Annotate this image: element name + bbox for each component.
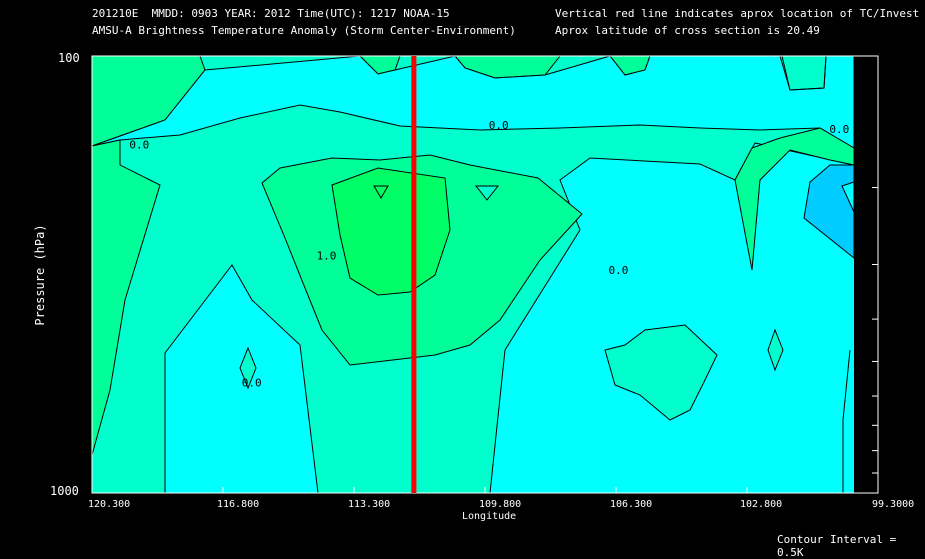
header-note-line2: Aprox latitude of cross section is 20.49 <box>555 24 820 37</box>
contour-labels: 0.0 0.0 0.0 0.0 0.0 1.0 <box>129 119 849 389</box>
contour-line-right-top <box>781 55 827 91</box>
axis-ticks <box>91 187 879 493</box>
contour-region-mint-left <box>91 139 161 456</box>
contour-label-1: 0.0 <box>129 139 149 152</box>
contour-label-4: 0.0 <box>609 264 629 277</box>
plot-right-blank <box>854 56 878 493</box>
x-tick-label-1: 120.300 <box>88 499 131 510</box>
contour-label-5: 0.0 <box>242 376 262 389</box>
contour-label-2: 0.0 <box>489 119 509 132</box>
contour-interval-note: Contour Interval = 0.5K <box>777 533 897 559</box>
header-title-line2: AMSU-A Brightness Temperature Anomaly (S… <box>92 24 516 37</box>
y-tick-label-bottom: 1000 <box>50 484 79 498</box>
contour-label-6: 1.0 <box>317 249 337 262</box>
x-tick-label-5: 106.300 <box>610 499 653 510</box>
contour-label-3: 0.0 <box>829 123 849 136</box>
contour-region-mint-blob <box>604 324 718 421</box>
header-title-line1: 201210E MMDD: 0903 YEAR: 2012 Time(UTC):… <box>92 7 450 20</box>
y-tick-label-top: 100 <box>58 51 80 65</box>
contour-region-triangle-2 <box>474 185 500 201</box>
contour-region-green1 <box>331 167 451 296</box>
contour-region-diamond-left <box>239 346 257 390</box>
x-tick-label-3: 113.300 <box>348 499 391 510</box>
header-note-line1: Vertical red line indicates aprox locati… <box>555 7 920 20</box>
y-axis-label: Pressure (hPa) <box>33 224 47 326</box>
x-axis-label: Longitude <box>462 511 517 522</box>
x-tick-label-6: 102.800 <box>740 499 783 510</box>
contour-line-right-edge <box>842 349 851 493</box>
contour-region-mint-right <box>734 127 855 271</box>
x-tick-label-7: 99.3000 <box>872 499 915 510</box>
contour-region-triangle-1 <box>373 185 389 199</box>
x-tick-label-4: 109.800 <box>479 499 522 510</box>
contour-region-diamond-right <box>767 328 784 372</box>
x-tick-label-2: 116.800 <box>217 499 260 510</box>
